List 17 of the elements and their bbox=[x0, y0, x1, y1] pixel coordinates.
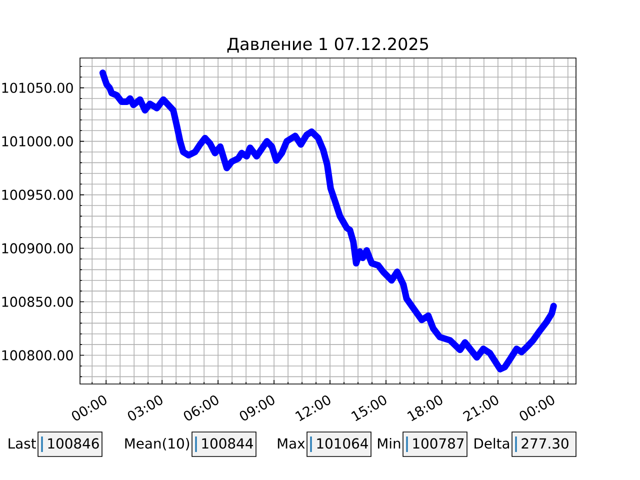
text: Last bbox=[8, 438, 36, 449]
text: Mean(10) bbox=[125, 438, 190, 450]
text: 100846 bbox=[48, 438, 99, 449]
text: Min bbox=[378, 438, 400, 448]
y-tick-label: 100900.00 bbox=[2, 243, 73, 254]
y-tick-label: 101000.00 bbox=[2, 136, 73, 146]
text: 100844 bbox=[202, 438, 253, 449]
y-tick-label: 100800.00 bbox=[2, 350, 73, 360]
y-tick-label: 101050.00 bbox=[2, 82, 73, 93]
text: 100787 bbox=[413, 438, 464, 449]
text: 101064 bbox=[317, 438, 368, 449]
text: Max bbox=[278, 438, 305, 449]
y-tick-label: 100850.00 bbox=[2, 296, 73, 307]
text: 277.30 bbox=[522, 438, 568, 449]
chart-title: Давление 1 07.12.2025 bbox=[227, 38, 428, 53]
y-tick-label: 100950.00 bbox=[2, 190, 73, 200]
text: Delta bbox=[474, 438, 510, 449]
